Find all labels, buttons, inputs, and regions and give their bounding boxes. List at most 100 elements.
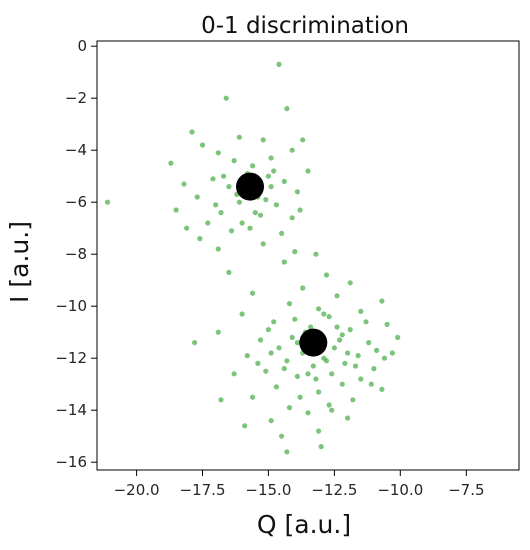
data-point [334, 324, 340, 330]
data-point [252, 210, 258, 216]
data-point [168, 160, 174, 166]
data-point [284, 449, 290, 455]
data-point [347, 327, 353, 333]
data-point [313, 376, 319, 382]
data-point [395, 334, 401, 340]
data-point [284, 106, 290, 112]
data-point [271, 319, 277, 325]
data-point [242, 423, 248, 429]
data-point [329, 371, 335, 377]
data-point [221, 173, 227, 179]
data-point [236, 199, 242, 205]
y-axis-ticks: 0 −2 −4 −6 −8 −10 −12 −14 −16 [55, 37, 97, 471]
data-point [284, 358, 290, 364]
data-point [384, 321, 390, 327]
y-tick-label: −12 [55, 349, 87, 367]
data-point [199, 142, 206, 148]
data-point [345, 350, 351, 356]
y-tick-label: −14 [55, 401, 87, 419]
centroid-marker [236, 172, 264, 201]
data-point [297, 394, 303, 400]
data-point [281, 178, 287, 184]
y-axis-title: I [a.u.] [5, 221, 34, 303]
data-point [329, 407, 335, 413]
data-point [265, 173, 271, 179]
centroids-layer [236, 172, 328, 357]
data-point [355, 353, 361, 359]
data-point [260, 241, 266, 247]
chart-title: 0-1 discrimination [201, 13, 409, 39]
data-point [268, 184, 274, 190]
data-point [289, 215, 295, 221]
data-point [250, 163, 256, 169]
data-point [181, 181, 187, 187]
data-point [300, 137, 306, 143]
y-tick-label: −6 [65, 193, 87, 211]
y-tick-label: −2 [65, 89, 87, 107]
data-point [321, 311, 327, 317]
x-tick-label: −17.5 [180, 481, 226, 499]
data-point [218, 210, 224, 216]
data-points-layer [104, 61, 401, 455]
data-point [255, 360, 261, 366]
data-point [294, 373, 300, 379]
x-axis-ticks: −20.0 −17.5 −15.0 −12.5 −10.0 −7.5 [114, 470, 485, 499]
data-point [273, 202, 279, 208]
data-point [281, 259, 287, 265]
data-point [260, 137, 266, 143]
data-point [268, 418, 274, 424]
data-point [226, 269, 232, 275]
x-axis-title: Q [a.u.] [257, 510, 351, 539]
data-point [231, 371, 237, 377]
data-point [279, 433, 285, 439]
data-point [305, 168, 311, 174]
data-point [297, 207, 303, 213]
x-tick-label: −10.0 [377, 481, 423, 499]
data-point [205, 220, 211, 226]
data-point [294, 340, 300, 346]
data-point [350, 397, 356, 403]
data-point [263, 197, 269, 203]
data-point [192, 340, 198, 346]
data-point [323, 272, 330, 278]
data-point [326, 402, 332, 408]
data-point [379, 386, 385, 392]
data-point [339, 332, 345, 338]
data-point [173, 207, 179, 213]
data-point [294, 189, 300, 195]
data-point [210, 176, 216, 182]
data-point [244, 353, 250, 359]
data-point [273, 384, 279, 390]
data-point [389, 350, 395, 356]
data-point [276, 345, 282, 351]
data-point [339, 381, 345, 387]
data-point [323, 358, 330, 364]
y-tick-label: −10 [55, 297, 87, 315]
data-point [352, 363, 359, 369]
data-point [239, 311, 245, 317]
data-point [308, 324, 314, 330]
data-point [263, 368, 269, 374]
data-point [337, 337, 343, 343]
data-point [318, 444, 324, 450]
x-tick-label: −15.0 [245, 481, 291, 499]
data-point [289, 334, 295, 340]
data-point [305, 410, 311, 416]
data-point [326, 314, 332, 320]
y-tick-label: −8 [65, 245, 87, 263]
data-point [215, 329, 221, 335]
x-tick-label: −7.5 [448, 481, 484, 499]
centroid-marker [299, 328, 328, 357]
data-point [215, 246, 221, 252]
x-tick-label: −20.0 [114, 481, 160, 499]
data-point [197, 236, 203, 242]
data-point [342, 360, 348, 366]
data-point [268, 350, 274, 356]
data-point [368, 381, 374, 387]
data-point [374, 347, 380, 353]
data-point [289, 147, 295, 153]
data-point [358, 376, 364, 382]
data-point [366, 340, 372, 346]
data-point [257, 337, 264, 343]
